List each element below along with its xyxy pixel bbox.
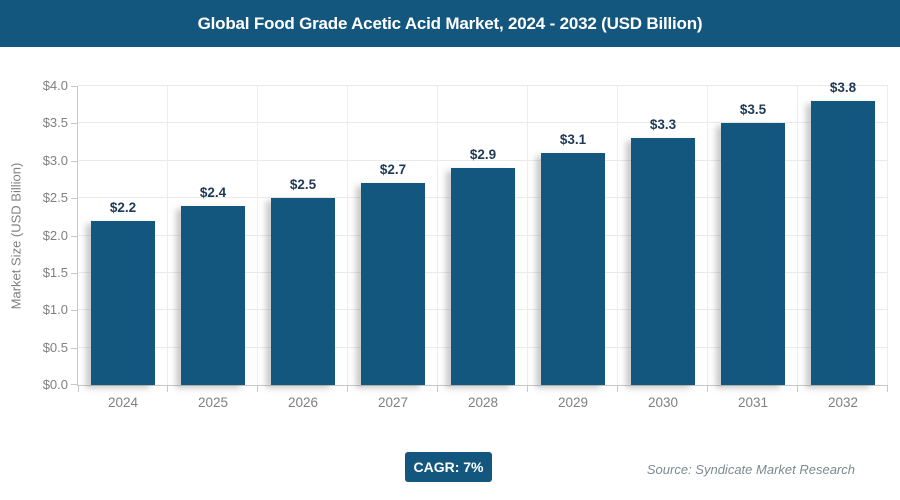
- x-axis-tick: [78, 385, 79, 392]
- x-tick-label: 2027: [377, 395, 409, 410]
- y-axis-tick: [71, 86, 78, 87]
- gridline-horizontal: [78, 159, 888, 161]
- y-tick-label: $0.0: [42, 377, 68, 392]
- y-tick-label: $4.0: [42, 78, 68, 93]
- y-tick-label: $1.0: [42, 302, 68, 318]
- x-axis-tick: [257, 385, 258, 392]
- bar: [91, 220, 155, 385]
- source-text: Source: Syndicate Market Research: [646, 462, 855, 477]
- y-tick-label: $2.0: [42, 227, 68, 243]
- gridline-vertical: [527, 86, 528, 385]
- bar: [721, 123, 785, 385]
- y-axis-tick: [71, 310, 78, 312]
- bar: [361, 183, 425, 385]
- x-axis-tick: [617, 385, 618, 392]
- bar: [271, 198, 335, 385]
- x-tick-label: 2026: [287, 395, 319, 410]
- bar-value-label: $2.9: [469, 147, 497, 163]
- gridline-vertical: [707, 86, 708, 385]
- x-axis-tick: [887, 385, 888, 392]
- cagr-badge: CAGR: 7%: [405, 452, 492, 482]
- bar-value-label: $3.8: [829, 79, 857, 95]
- bar: [541, 153, 605, 385]
- x-axis-tick: [437, 385, 438, 392]
- bar-value-label: $2.4: [199, 184, 227, 200]
- gridline-vertical: [887, 86, 888, 385]
- gridline-horizontal: [78, 85, 888, 86]
- x-axis-tick: [797, 385, 798, 392]
- cagr-badge-label: CAGR: 7%: [413, 459, 484, 475]
- y-tick-label: $1.5: [42, 264, 68, 280]
- gridline-vertical: [167, 86, 168, 385]
- y-axis-tick: [71, 272, 78, 274]
- bar-value-label: $2.7: [379, 162, 407, 178]
- header-bar: Global Food Grade Acetic Acid Market, 20…: [0, 0, 900, 47]
- x-axis-tick: [707, 385, 708, 392]
- x-tick-label: 2029: [557, 395, 589, 410]
- gridline-horizontal: [78, 122, 888, 124]
- bar: [181, 205, 245, 385]
- x-tick-label: 2032: [827, 395, 859, 410]
- x-tick-label: 2025: [197, 395, 229, 410]
- y-tick-label: $3.0: [42, 152, 68, 168]
- bar-value-label: $3.5: [739, 102, 767, 118]
- bar-value-label: $3.3: [649, 117, 677, 133]
- y-axis-tick: [71, 198, 78, 200]
- plot-area: $0.0 $0.5 $1.0 $1.5 $2.0 $2.5 $3.0 $3.5 $4.0 $2.2…: [43, 79, 888, 410]
- y-axis-tick: [71, 123, 78, 125]
- x-tick-label: 2028: [467, 395, 499, 410]
- gridline-vertical: [257, 86, 258, 385]
- chart-title: Global Food Grade Acetic Acid Market, 20…: [197, 13, 703, 33]
- gridline-vertical: [437, 86, 438, 385]
- x-tick-label: 2024: [107, 395, 139, 410]
- gridline-vertical: [347, 86, 348, 385]
- y-axis-tick: [71, 384, 78, 385]
- x-tick-label: 2031: [737, 395, 769, 410]
- y-tick-label: $0.5: [42, 339, 68, 355]
- y-tick-label: $3.5: [42, 115, 68, 131]
- y-tick-label: $2.5: [42, 190, 68, 206]
- x-axis-tick: [167, 385, 168, 392]
- x-tick-label: 2030: [647, 395, 679, 410]
- bar: [451, 168, 515, 385]
- x-axis-tick: [347, 385, 348, 392]
- y-axis-tick: [71, 160, 78, 162]
- bar-value-label: $2.5: [289, 177, 317, 193]
- y-axis-tick: [71, 235, 78, 237]
- gridline-vertical: [617, 86, 618, 385]
- bar: [631, 138, 695, 385]
- gridline-vertical: [797, 86, 798, 385]
- bar-value-label: $2.2: [109, 199, 137, 215]
- bar-value-label: $3.1: [559, 132, 587, 148]
- x-axis-tick: [527, 385, 528, 392]
- bar: [811, 100, 875, 385]
- y-axis-tick: [71, 347, 78, 349]
